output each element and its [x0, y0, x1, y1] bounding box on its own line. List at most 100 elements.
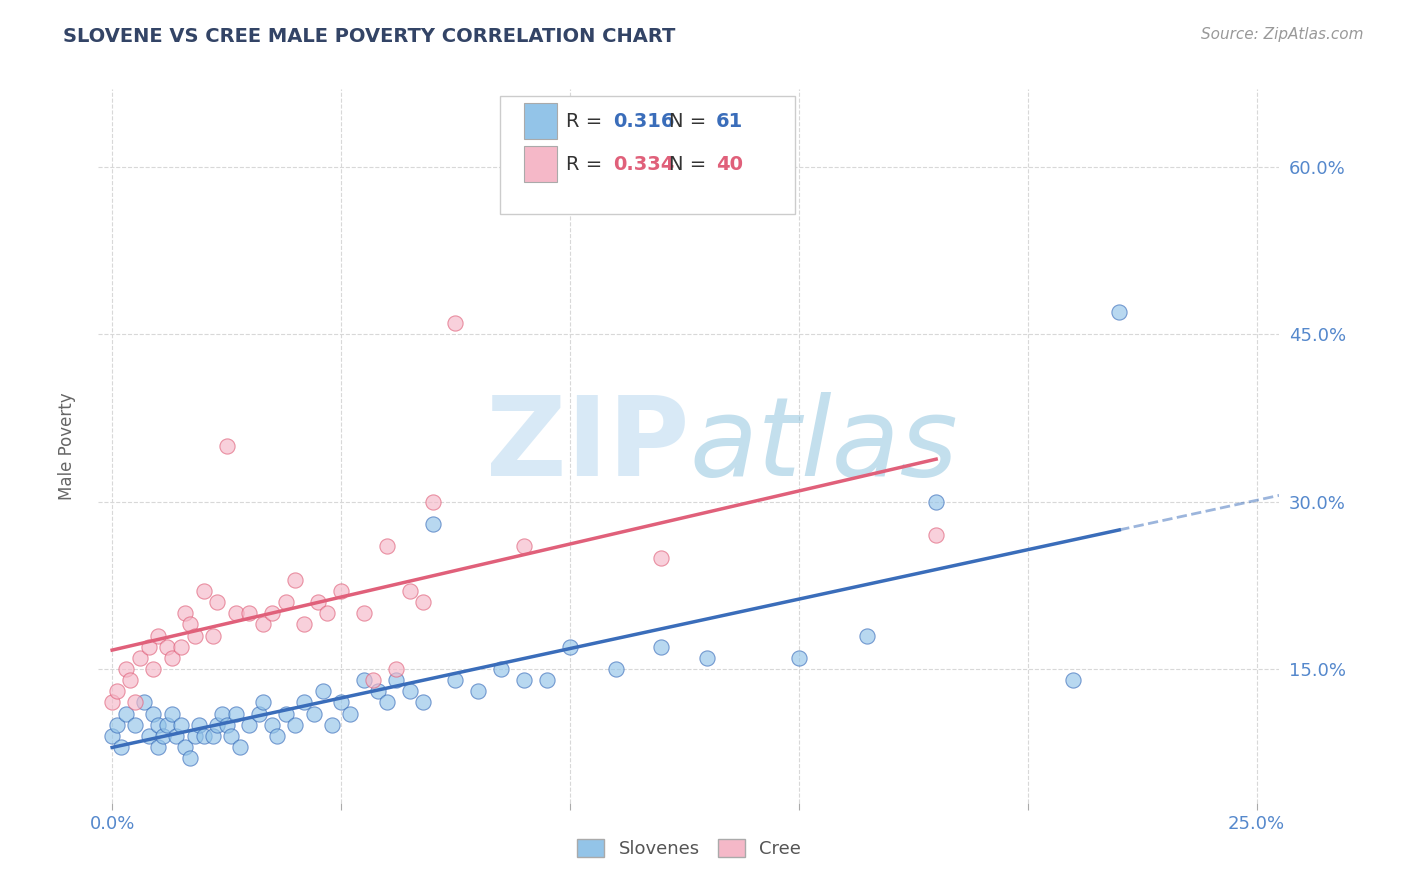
Point	[160, 651, 183, 665]
Bar	[523, 146, 557, 182]
Point	[412, 595, 434, 609]
Point	[152, 729, 174, 743]
Point	[193, 583, 215, 598]
Point	[330, 583, 353, 598]
Point	[247, 706, 270, 721]
Point	[215, 717, 238, 731]
Point	[170, 640, 193, 654]
Point	[398, 684, 420, 698]
Point	[294, 696, 316, 710]
Point	[284, 573, 307, 587]
Point	[307, 595, 329, 609]
Bar	[523, 103, 557, 139]
Point	[215, 439, 238, 453]
Text: ZIP: ZIP	[485, 392, 689, 500]
Text: R =: R =	[567, 112, 609, 131]
Point	[294, 617, 316, 632]
Point	[160, 706, 183, 721]
FancyBboxPatch shape	[501, 96, 796, 214]
Point	[444, 673, 467, 687]
Text: Source: ZipAtlas.com: Source: ZipAtlas.com	[1201, 27, 1364, 42]
Point	[536, 673, 558, 687]
Point	[238, 607, 260, 621]
Point	[353, 673, 375, 687]
Point	[266, 729, 288, 743]
Point	[361, 673, 384, 687]
Point	[142, 662, 165, 676]
Point	[925, 494, 948, 508]
Point	[422, 516, 444, 531]
Point	[302, 706, 325, 721]
Text: atlas: atlas	[689, 392, 957, 500]
Point	[398, 583, 420, 598]
Point	[385, 673, 408, 687]
Point	[128, 651, 150, 665]
Point	[188, 717, 211, 731]
Point	[115, 706, 138, 721]
Point	[339, 706, 361, 721]
Text: 0.316: 0.316	[613, 112, 675, 131]
Text: N =: N =	[669, 112, 713, 131]
Point	[1108, 305, 1130, 319]
Point	[101, 729, 124, 743]
Point	[115, 662, 138, 676]
Point	[165, 729, 187, 743]
Text: SLOVENE VS CREE MALE POVERTY CORRELATION CHART: SLOVENE VS CREE MALE POVERTY CORRELATION…	[63, 27, 676, 45]
Point	[156, 640, 179, 654]
Point	[134, 696, 156, 710]
Point	[367, 684, 389, 698]
Point	[252, 617, 274, 632]
Point	[422, 494, 444, 508]
Point	[207, 717, 229, 731]
Point	[156, 717, 179, 731]
Text: 61: 61	[716, 112, 744, 131]
Point	[201, 628, 224, 642]
Point	[174, 607, 197, 621]
Point	[120, 673, 142, 687]
Point	[444, 316, 467, 330]
Point	[207, 595, 229, 609]
Y-axis label: Male Poverty: Male Poverty	[58, 392, 76, 500]
Point	[146, 717, 169, 731]
Point	[225, 706, 247, 721]
Point	[183, 628, 205, 642]
Point	[142, 706, 165, 721]
Point	[174, 740, 197, 755]
Point	[284, 717, 307, 731]
Point	[138, 729, 160, 743]
Point	[262, 607, 284, 621]
Point	[787, 651, 810, 665]
Point	[412, 696, 434, 710]
Point	[193, 729, 215, 743]
Point	[124, 717, 146, 731]
Point	[225, 607, 247, 621]
Point	[330, 696, 353, 710]
Point	[146, 740, 169, 755]
Point	[252, 696, 274, 710]
Text: 40: 40	[716, 154, 744, 174]
Point	[385, 662, 408, 676]
Point	[316, 607, 339, 621]
Point	[105, 684, 128, 698]
Point	[211, 706, 233, 721]
Point	[925, 528, 948, 542]
Point	[179, 617, 201, 632]
Text: R =: R =	[567, 154, 609, 174]
Point	[491, 662, 513, 676]
Point	[138, 640, 160, 654]
Point	[110, 740, 132, 755]
Point	[274, 706, 297, 721]
Point	[1062, 673, 1084, 687]
Point	[170, 717, 193, 731]
Point	[856, 628, 879, 642]
Point	[321, 717, 343, 731]
Point	[274, 595, 297, 609]
Point	[650, 550, 672, 565]
Point	[146, 628, 169, 642]
Legend: Slovenes, Cree: Slovenes, Cree	[569, 831, 808, 865]
Point	[696, 651, 718, 665]
Point	[375, 539, 398, 553]
Point	[105, 717, 128, 731]
Point	[219, 729, 242, 743]
Point	[101, 696, 124, 710]
